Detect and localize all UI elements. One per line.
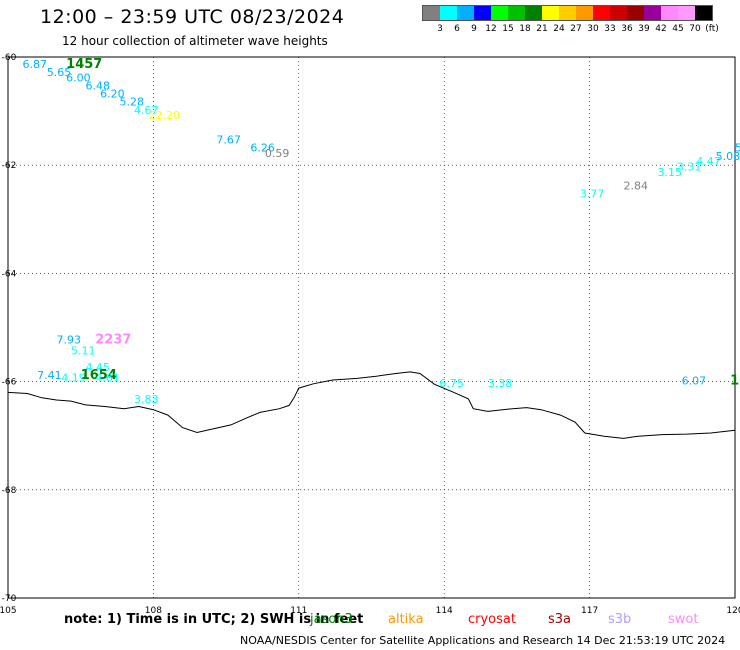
legend-label: 45 — [672, 24, 684, 34]
legend-label: 24 — [553, 24, 565, 34]
wave-height-value: 7.67 — [216, 134, 241, 147]
legend-swatch — [593, 6, 610, 20]
wave-height-value: 2.84 — [624, 180, 649, 193]
satellite-s3b: s3b — [608, 612, 632, 627]
legend-unit: (ft) — [705, 24, 719, 34]
wave-height-value: 2237 — [95, 333, 131, 348]
legend-label: 12 — [485, 24, 497, 34]
legend-swatch — [559, 6, 576, 20]
map-title: 12:00 – 23:59 UTC 08/23/2024 — [40, 6, 345, 28]
wave-height-value: 3.77 — [580, 188, 605, 201]
legend-label: 70 — [689, 24, 701, 34]
wave-height-value: 1457 — [66, 57, 102, 72]
map-subtitle: 12 hour collection of altimeter wave hei… — [62, 34, 328, 48]
wave-height-value: 4.45 — [86, 361, 111, 374]
legend-label: 30 — [587, 24, 599, 34]
latitude-label: -68 — [2, 486, 17, 496]
longitude-label: 114 — [436, 606, 453, 616]
legend-swatch — [423, 6, 440, 20]
wave-height-value: 7.41 — [37, 369, 62, 382]
wave-height-value: 5.0 — [735, 142, 740, 155]
legend-labels: 3 6 9 12 15 18 21 24 27 30 33 36 39 42 45 70 (ft) — [422, 21, 719, 35]
latitude-label: -60 — [2, 53, 17, 63]
legend-label: 36 — [621, 24, 633, 34]
legend-swatch — [576, 6, 593, 20]
wave-height-value: 4.47 — [696, 155, 721, 168]
legend-label: 6 — [454, 24, 460, 34]
wave-height-value: 165 — [730, 373, 740, 388]
longitude-label: 111 — [290, 606, 307, 616]
wave-height-value: 6.87 — [23, 58, 48, 71]
wave-height-value: 0.59 — [265, 147, 290, 160]
latitude-label: -70 — [2, 594, 17, 604]
wave-height-value: 6.75 — [439, 377, 464, 390]
legend-label: 21 — [536, 24, 548, 34]
satellite-jason3: jason3 — [310, 612, 353, 627]
longitude-label: 120 — [726, 606, 740, 616]
legend-swatch — [491, 6, 508, 20]
wave-height-legend: 3 6 9 12 15 18 21 24 27 30 33 36 39 42 45 70 (ft) — [422, 5, 719, 35]
wave-height-value: 6.07 — [682, 374, 707, 387]
wave-height-value: 3.31 — [677, 161, 702, 174]
wave-height-value: 6.26 — [250, 142, 274, 155]
satellite-cryosat: cryosat — [468, 612, 516, 627]
map-frame — [7, 56, 736, 599]
wave-height-value: 22.20 — [149, 109, 181, 122]
wave-height-value: 6.48 — [86, 79, 111, 92]
axis-labels: -60 -62 -64 -66 -68 -70 105 108 111 114 117 120 — [0, 53, 740, 616]
antarctic-coastline — [7, 371, 736, 439]
legend-swatch — [508, 6, 525, 20]
legend-color-bar — [422, 5, 713, 21]
legend-label: 33 — [604, 24, 616, 34]
wave-height-value: 5.28 — [119, 96, 143, 109]
legend-swatch — [678, 6, 695, 20]
legend-swatch — [474, 6, 491, 20]
wave-height-value: 5.11 — [71, 345, 96, 358]
wave-height-value: 7.93 — [56, 334, 81, 347]
legend-swatch — [695, 6, 712, 20]
legend-swatch — [457, 6, 474, 20]
legend-label: 18 — [519, 24, 531, 34]
satellite-altika: altika — [388, 612, 424, 627]
wave-height-value: 5.65 — [47, 66, 71, 79]
satellite-s3a: s3a — [548, 612, 572, 627]
wave-height-value: 4.19 — [61, 372, 86, 385]
wave-height-value: 5.08 — [716, 150, 740, 163]
legend-swatch — [440, 6, 457, 20]
wave-height-value: 4.61 — [95, 372, 120, 385]
wave-height-value: 3.38 — [488, 377, 513, 390]
legend-swatch — [610, 6, 627, 20]
legend-swatch — [661, 6, 678, 20]
wave-height-value: 3.83 — [134, 393, 159, 406]
legend-swatch — [644, 6, 661, 20]
wave-height-value: 4.67 — [134, 104, 159, 117]
legend-label: 39 — [638, 24, 650, 34]
legend-label: 15 — [502, 24, 514, 34]
legend-label: 9 — [471, 24, 477, 34]
latitude-label: -66 — [2, 378, 17, 388]
legend-label: 27 — [570, 24, 582, 34]
footer-credit: NOAA/NESDIS Center for Satellite Applica… — [240, 634, 726, 647]
latitude-label: -62 — [2, 161, 17, 171]
longitude-label: 108 — [145, 606, 162, 616]
legend-swatch — [542, 6, 559, 20]
legend-swatch — [627, 6, 644, 20]
wave-height-value: 6.00 — [66, 71, 91, 84]
longitude-label: 117 — [581, 606, 598, 616]
map-graticule — [7, 56, 736, 599]
wave-height-value: 6.20 — [100, 88, 125, 101]
note-text: note: 1) Time is in UTC; 2) SWH is in fe… — [64, 612, 364, 627]
wave-height-value: 1654 — [81, 368, 117, 383]
legend-label: 42 — [655, 24, 667, 34]
wave-height-value: 3.15 — [657, 166, 682, 179]
longitude-label: 105 — [0, 606, 17, 616]
coastline — [7, 371, 736, 439]
legend-label: 3 — [437, 24, 443, 34]
latitude-label: -64 — [2, 269, 17, 279]
satellite-swot: swot — [668, 612, 699, 627]
legend-swatch — [525, 6, 542, 20]
